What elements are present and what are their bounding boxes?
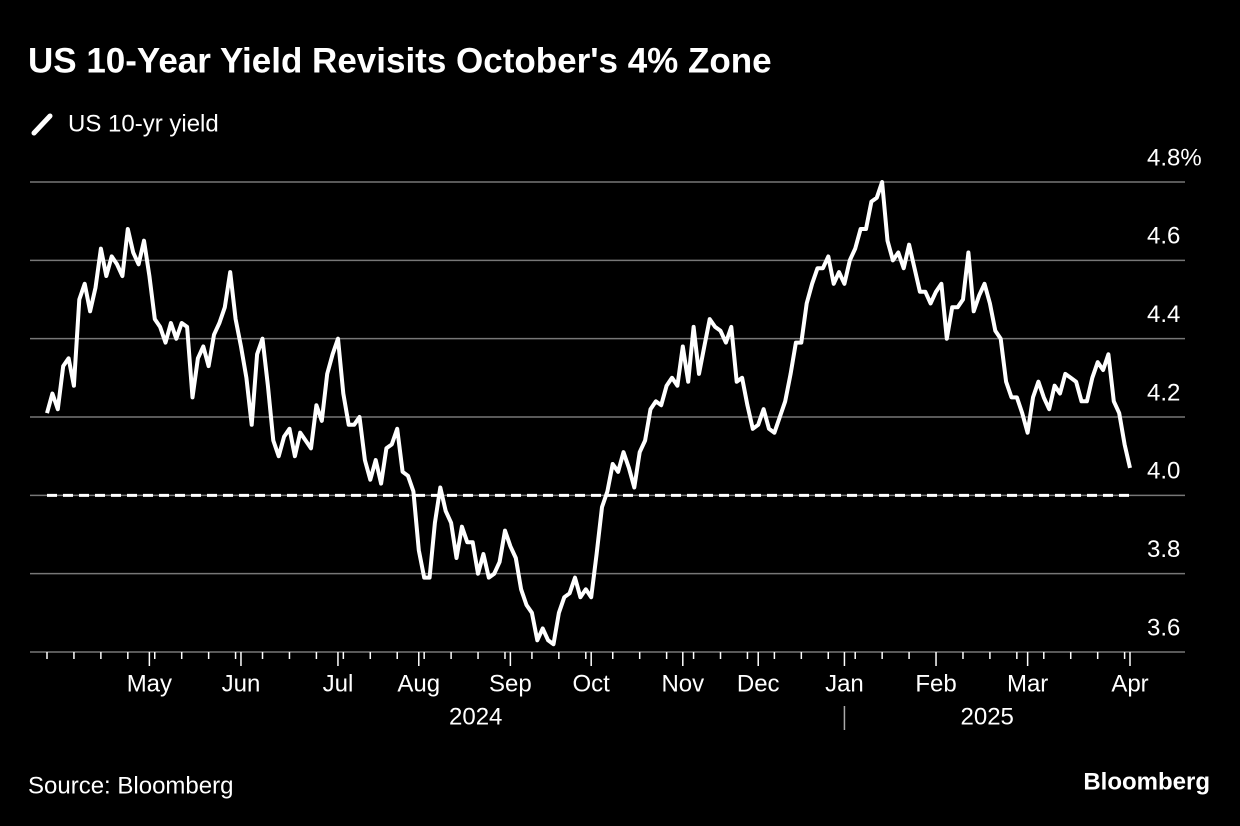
x-tick-label: May [127,670,172,697]
legend-swatch [31,113,53,136]
source: Source: Bloomberg [28,772,233,799]
x-tick-label: Mar [1007,670,1048,697]
y-tick-label: 4.4 [1147,301,1180,328]
x-tick-label: Oct [573,670,611,697]
x-tick-label: Feb [915,670,956,697]
x-tick-label: Jun [222,670,261,697]
brand: Bloomberg [1083,768,1210,795]
x-tick-label: Apr [1111,670,1148,697]
year-label: 2024 [449,703,502,730]
y-tick-label: 4.6 [1147,223,1180,250]
y-tick-label: 3.8 [1147,536,1180,563]
x-tick-label: Jul [323,670,354,697]
x-tick-label: Dec [737,670,780,697]
year-label: 2025 [961,703,1014,730]
x-tick-label: Aug [397,670,440,697]
legend-label: US 10-yr yield [68,110,219,137]
y-tick-label: 4.2 [1147,379,1180,406]
x-tick-label: Jan [825,670,864,697]
chart-title: US 10-Year Yield Revisits October's 4% Z… [28,41,772,80]
y-tick-label: 4.8% [1147,144,1202,171]
y-tick-label: 3.6 [1147,614,1180,641]
x-tick-label: Sep [489,670,532,697]
series-line [45,180,1132,647]
x-tick-label: Nov [661,670,704,697]
y-tick-label: 4.0 [1147,458,1180,485]
